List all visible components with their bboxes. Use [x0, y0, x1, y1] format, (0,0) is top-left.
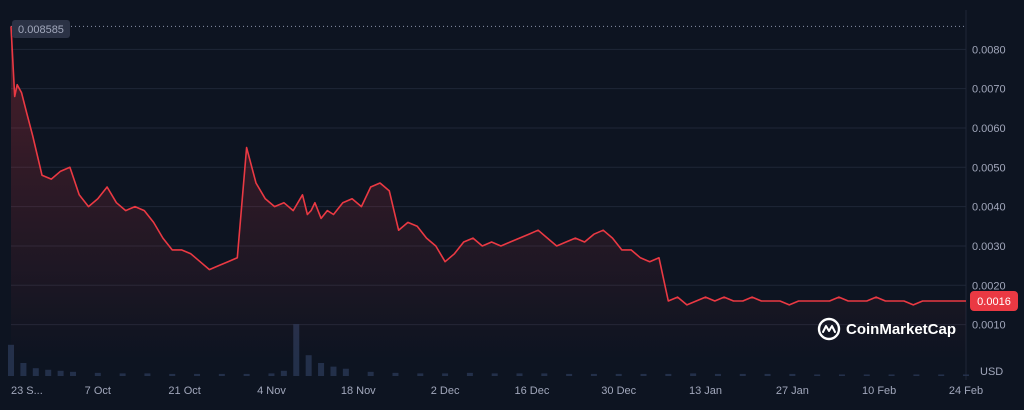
current-price-value: 0.0016 [977, 296, 1011, 308]
price-line[interactable] [10, 26, 966, 306]
volume-bar [789, 373, 796, 376]
price-area-fill [11, 26, 966, 361]
volume-bar [442, 373, 449, 376]
volume-bar [20, 363, 27, 376]
volume-bar [45, 369, 52, 376]
volume-bar [367, 371, 374, 376]
volume-bar [714, 373, 721, 376]
x-tick-label: 13 Jan [689, 385, 722, 397]
x-tick-label: 4 Nov [257, 385, 286, 397]
watermark: CoinMarketCap [817, 317, 956, 341]
volume-bar [764, 373, 771, 376]
x-tick-label: 16 Dec [514, 385, 549, 397]
x-tick-label: 2 Dec [431, 385, 460, 397]
y-tick-label: 0.0060 [972, 123, 1006, 135]
start-price-label: 0.008585 [12, 20, 70, 38]
volume-bar [466, 372, 473, 376]
x-tick-label: 18 Nov [341, 385, 376, 397]
volume-bar [70, 371, 77, 376]
volume-bar [640, 373, 647, 376]
x-tick-label: 27 Jan [776, 385, 809, 397]
volume-bar [169, 373, 176, 376]
volume-bar [243, 373, 250, 376]
x-tick-label: 21 Oct [168, 385, 200, 397]
volume-bar [94, 372, 101, 376]
volume-bar [566, 373, 573, 376]
currency-label: USD [980, 366, 1003, 378]
volume-bar [194, 373, 201, 376]
volume-bar [342, 368, 349, 376]
volume-bars [8, 324, 969, 376]
volume-bar [888, 374, 895, 376]
y-tick-label: 0.0050 [972, 162, 1006, 174]
volume-bar [218, 373, 225, 376]
volume-bar [417, 373, 424, 376]
volume-bar [665, 373, 672, 376]
x-tick-label: 10 Feb [862, 385, 896, 397]
y-tick-label: 0.0070 [972, 84, 1006, 96]
volume-bar [330, 366, 337, 376]
volume-bar [144, 373, 151, 376]
y-tick-label: 0.0030 [972, 241, 1006, 253]
volume-bar [938, 374, 945, 376]
volume-bar [615, 373, 622, 376]
watermark-text: CoinMarketCap [846, 321, 956, 338]
y-tick-label: 0.0020 [972, 280, 1006, 292]
volume-bar [392, 372, 399, 376]
x-tick-label: 30 Dec [601, 385, 636, 397]
volume-bar [318, 363, 325, 376]
volume-bar [590, 373, 597, 376]
volume-bar [491, 373, 498, 376]
volume-bar [119, 373, 126, 376]
volume-bar [863, 374, 870, 376]
current-price-label: 0.0016 [970, 291, 1018, 312]
y-tick-label: 0.0080 [972, 44, 1006, 56]
y-tick-label: 0.0010 [972, 320, 1006, 332]
volume-bar [268, 373, 275, 376]
volume-bar [280, 370, 287, 376]
volume-bar [32, 368, 39, 376]
y-tick-label: 0.0040 [972, 202, 1006, 214]
volume-bar [913, 374, 920, 376]
volume-bar [57, 370, 64, 376]
volume-bar [739, 373, 746, 376]
x-axis-ticks: 23 S... 7 Oct 21 Oct 4 Nov 18 Nov 2 Dec 16 Dec… [11, 385, 983, 397]
start-price-value: 0.008585 [18, 24, 64, 36]
volume-bar [838, 374, 845, 376]
coinmarketcap-logo-icon [817, 317, 841, 341]
volume-bar [8, 344, 14, 376]
volume-bar [516, 373, 523, 376]
y-axis-ticks: 0.0010 0.0020 0.0030 0.0040 0.0050 0.0060 0.00… [972, 44, 1006, 331]
volume-bar [541, 373, 548, 376]
x-tick-label: 23 S... [11, 385, 43, 397]
x-tick-label: 7 Oct [85, 385, 111, 397]
volume-bar [305, 355, 312, 376]
x-tick-label: 24 Feb [949, 385, 983, 397]
volume-bar [814, 374, 821, 376]
volume-bar [963, 374, 969, 376]
volume-bar [690, 373, 697, 376]
